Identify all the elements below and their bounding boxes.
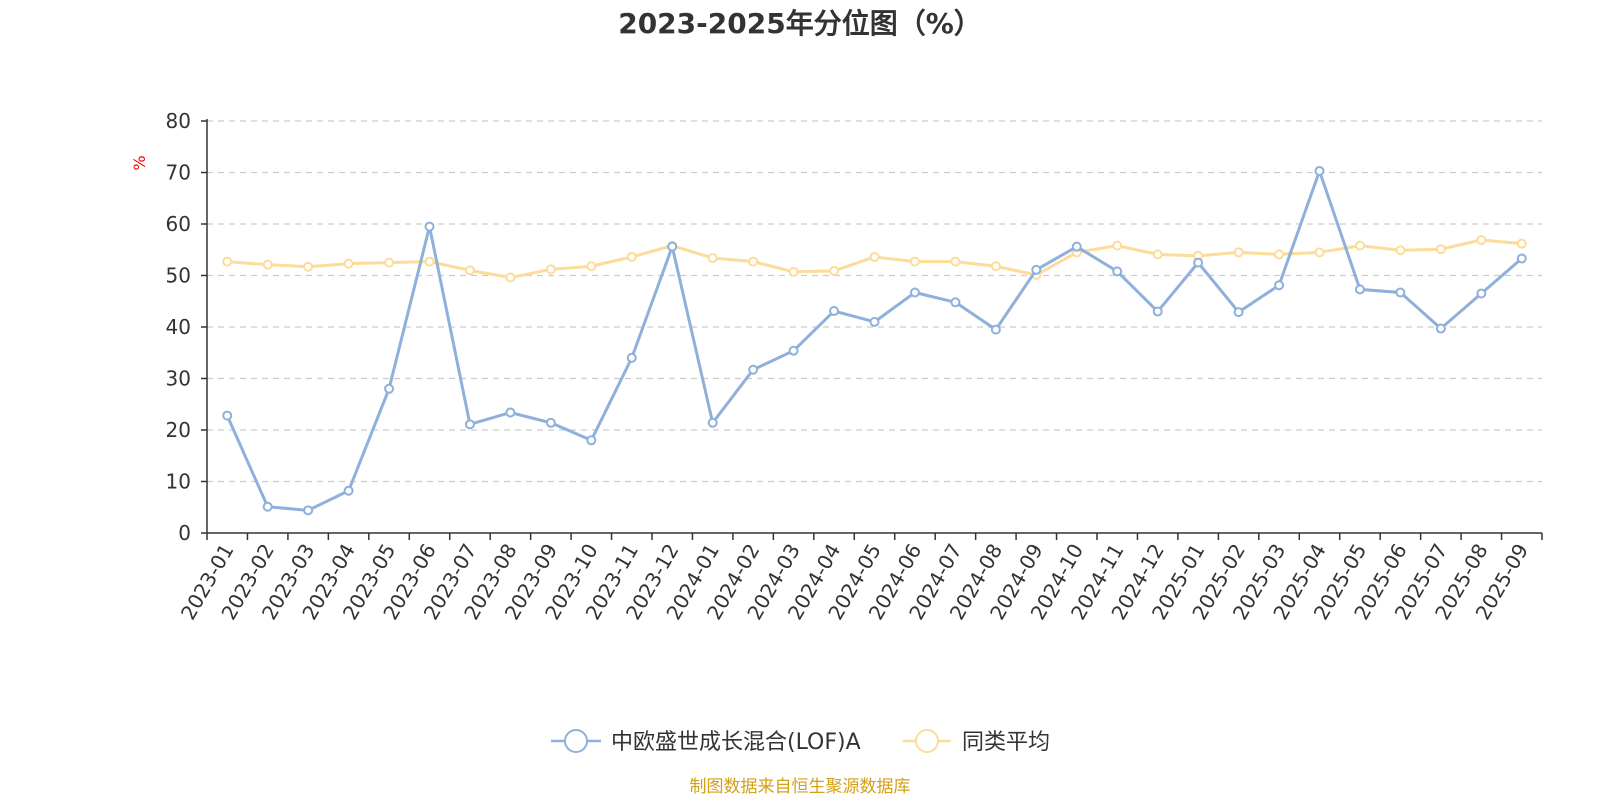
y-axis-unit: % — [130, 155, 149, 170]
series-layer — [222, 165, 1527, 516]
data-point[interactable] — [303, 505, 314, 516]
data-point[interactable] — [1314, 247, 1325, 258]
data-point[interactable] — [1274, 249, 1285, 260]
data-point[interactable] — [1516, 253, 1527, 264]
y-tick-label: 10 — [166, 470, 191, 494]
data-point[interactable] — [343, 258, 354, 269]
data-point[interactable] — [505, 272, 516, 283]
data-point[interactable] — [990, 261, 1001, 272]
data-point[interactable] — [1112, 266, 1123, 277]
data-point[interactable] — [1071, 241, 1082, 252]
chart-title: 2023-2025年分位图（%） — [618, 7, 982, 40]
data-point[interactable] — [869, 251, 880, 262]
data-point[interactable] — [950, 256, 961, 267]
data-point[interactable] — [1395, 287, 1406, 298]
data-point[interactable] — [990, 324, 1001, 335]
data-point[interactable] — [1193, 257, 1204, 268]
data-point[interactable] — [545, 417, 556, 428]
data-point[interactable] — [1354, 240, 1365, 251]
gridlines — [207, 120, 1542, 483]
data-point[interactable] — [545, 264, 556, 275]
data-point[interactable] — [424, 256, 435, 267]
data-point[interactable] — [505, 407, 516, 418]
data-point[interactable] — [1476, 288, 1487, 299]
data-point[interactable] — [950, 297, 961, 308]
y-tick-label: 80 — [166, 109, 191, 133]
axes — [201, 119, 1543, 540]
data-point[interactable] — [1395, 245, 1406, 256]
y-tick-label: 70 — [166, 161, 191, 185]
y-tick-label: 40 — [166, 315, 191, 339]
data-point[interactable] — [1233, 307, 1244, 318]
source-note: 制图数据来自恒生聚源数据库 — [690, 777, 911, 797]
legend-swatch-marker — [915, 729, 939, 753]
data-point[interactable] — [869, 316, 880, 327]
y-tick-label: 60 — [166, 212, 191, 236]
data-point[interactable] — [303, 261, 314, 272]
legend-item[interactable]: 同类平均 — [903, 729, 1050, 755]
data-point[interactable] — [748, 364, 759, 375]
y-tick-labels: 0 10 20 30 40 50 60 70 80 — [166, 109, 191, 545]
data-point[interactable] — [829, 306, 840, 317]
data-point[interactable] — [343, 485, 354, 496]
data-point[interactable] — [909, 287, 920, 298]
data-point[interactable] — [788, 345, 799, 356]
data-point[interactable] — [1152, 306, 1163, 317]
data-point[interactable] — [626, 352, 637, 363]
data-point[interactable] — [222, 410, 233, 421]
data-point[interactable] — [748, 256, 759, 267]
x-tick-labels: 2023-012023-022023-032023-042023-052023-… — [176, 540, 1533, 624]
data-point[interactable] — [262, 259, 273, 270]
data-point[interactable] — [707, 252, 718, 263]
legend-label: 同类平均 — [962, 730, 1050, 755]
y-tick-label: 0 — [178, 521, 191, 545]
data-point[interactable] — [262, 501, 273, 512]
legend-label: 中欧盛世成长混合(LOF)A — [611, 730, 861, 755]
data-point[interactable] — [1233, 247, 1244, 258]
data-point[interactable] — [1476, 234, 1487, 245]
data-point[interactable] — [909, 256, 920, 267]
data-point[interactable] — [222, 256, 233, 267]
data-point[interactable] — [667, 241, 678, 252]
data-point[interactable] — [464, 265, 475, 276]
y-tick-label: 20 — [166, 418, 191, 442]
data-point[interactable] — [1152, 249, 1163, 260]
data-point[interactable] — [586, 261, 597, 272]
legend-swatch-marker — [564, 729, 588, 753]
data-point[interactable] — [384, 257, 395, 268]
data-point[interactable] — [707, 417, 718, 428]
data-point[interactable] — [586, 435, 597, 446]
data-point[interactable] — [1031, 264, 1042, 275]
legend-item[interactable]: 中欧盛世成长混合(LOF)A — [551, 729, 861, 755]
data-point[interactable] — [788, 266, 799, 277]
series-0 — [222, 165, 1527, 516]
data-point[interactable] — [424, 221, 435, 232]
data-point[interactable] — [1274, 280, 1285, 291]
data-point[interactable] — [1435, 244, 1446, 255]
data-point[interactable] — [1516, 238, 1527, 249]
data-point[interactable] — [626, 251, 637, 262]
data-point[interactable] — [1354, 284, 1365, 295]
y-tick-label: 50 — [166, 264, 191, 288]
series-line — [225, 169, 1523, 512]
legend[interactable]: 中欧盛世成长混合(LOF)A 同类平均 — [551, 729, 1050, 755]
y-tick-label: 30 — [166, 367, 191, 391]
data-point[interactable] — [829, 265, 840, 276]
data-point[interactable] — [464, 419, 475, 430]
data-point[interactable] — [1314, 165, 1325, 176]
data-point[interactable] — [384, 383, 395, 394]
data-point[interactable] — [1112, 240, 1123, 251]
data-point[interactable] — [1435, 323, 1446, 334]
series-1 — [222, 234, 1527, 283]
